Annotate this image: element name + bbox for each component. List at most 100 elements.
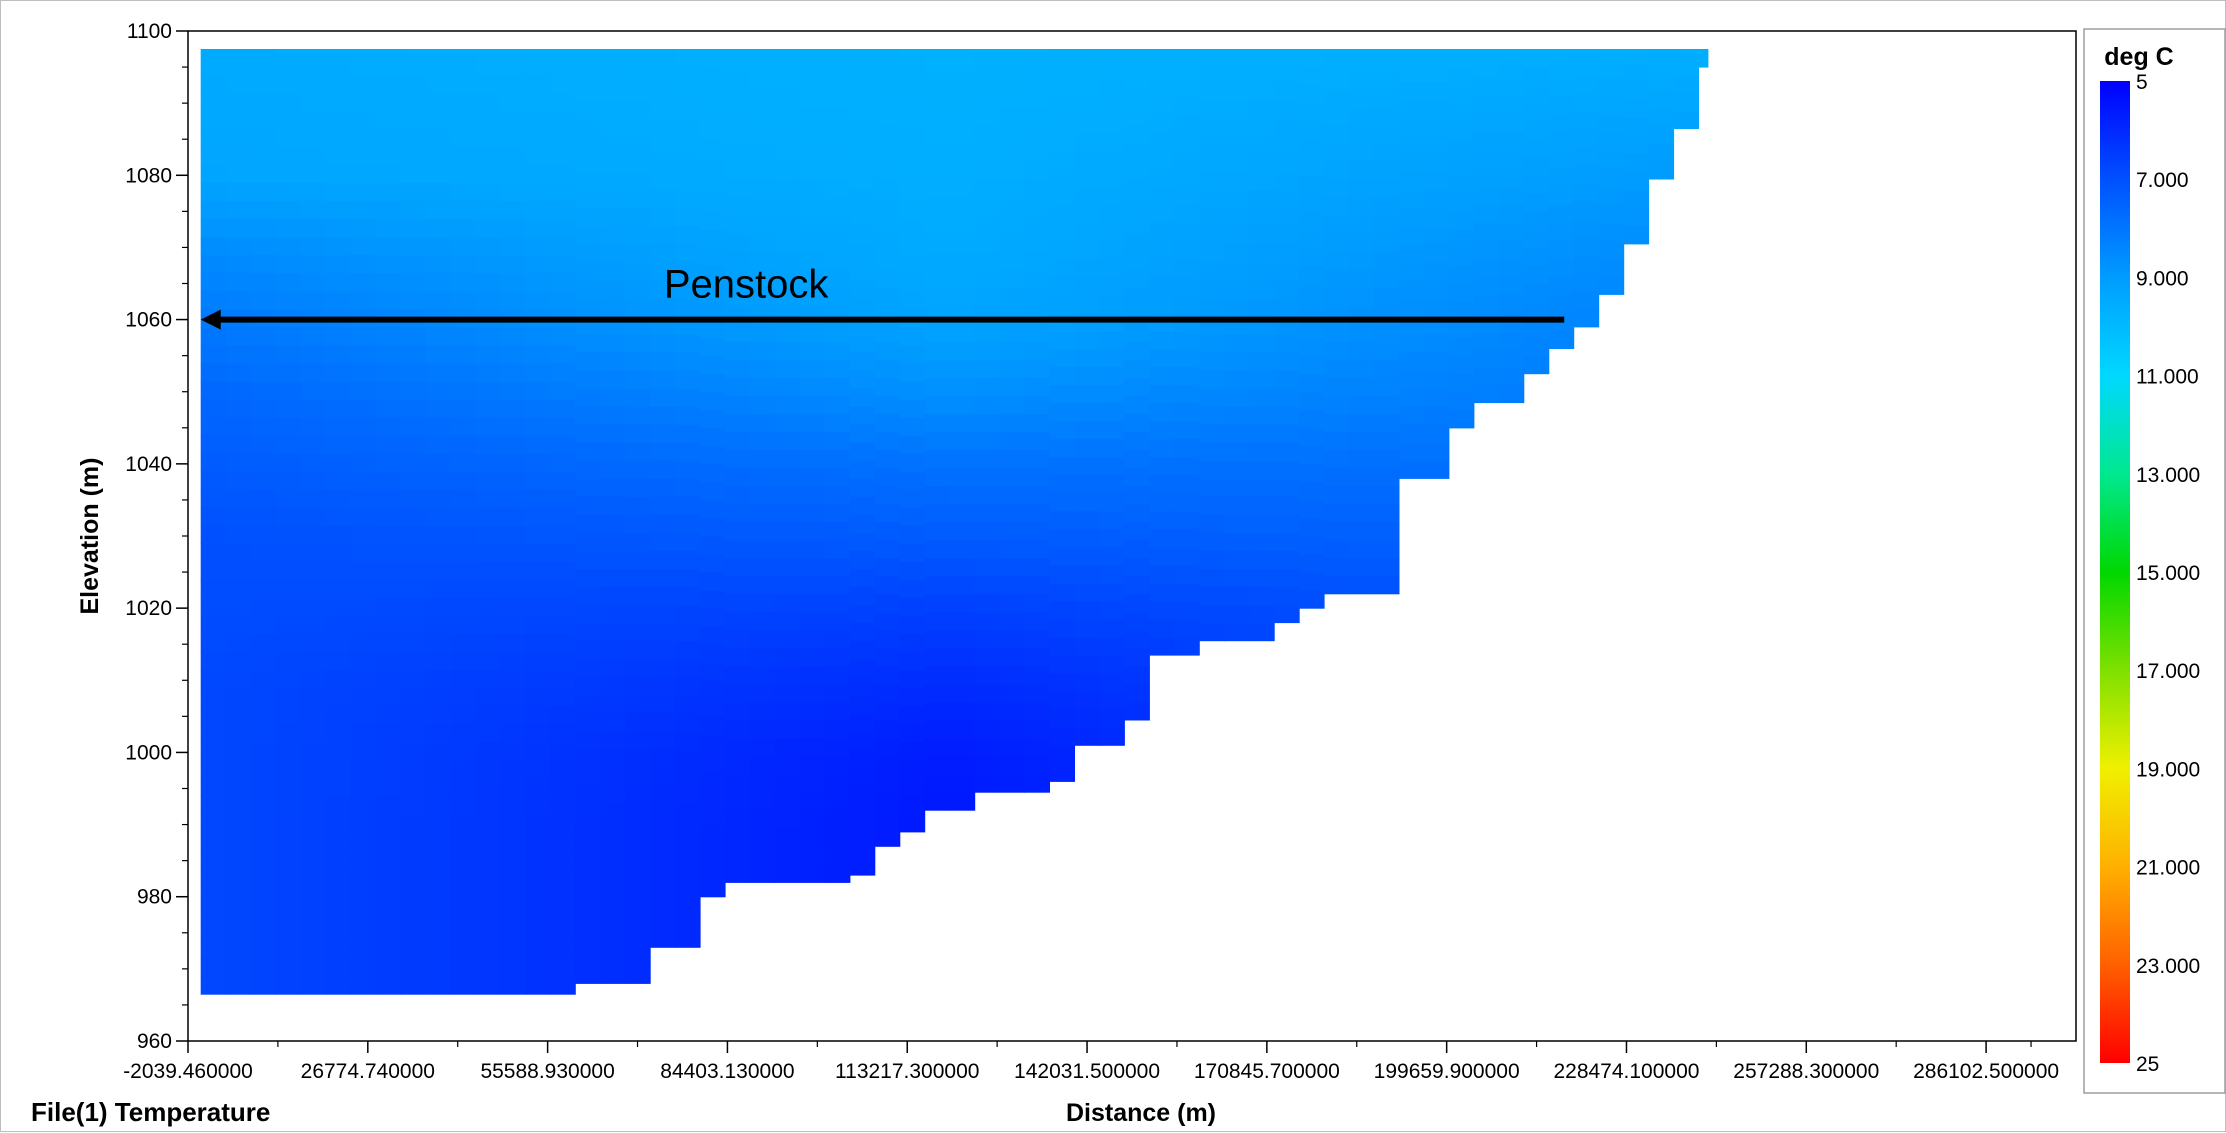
heatmap-cell [1473,150,1500,169]
heatmap-cell [225,254,252,274]
heatmap-cell [625,694,651,714]
heatmap-cell [325,200,352,220]
heatmap-cell [550,398,576,418]
heatmap-cell [375,597,402,616]
heatmap-cell [375,813,402,833]
heatmap-cell [999,196,1026,216]
heatmap-cell [250,687,277,707]
heatmap-cell [1598,186,1625,205]
heatmap-cell [700,770,726,790]
heatmap-cell [1324,70,1350,90]
heatmap-cell [550,326,576,346]
heatmap-cell [849,748,876,768]
heatmap-cell [350,903,377,923]
heatmap-cell [325,110,352,129]
heatmap-cell [450,687,476,707]
heatmap-cell [700,445,726,465]
heatmap-cell [650,929,676,948]
heatmap-cell [300,344,327,364]
heatmap-cell [375,543,402,562]
heatmap-cell [550,543,576,562]
heatmap-cell [550,56,576,75]
heatmap-cell [450,723,476,743]
heatmap-cell [1448,67,1475,86]
heatmap-cell [375,976,402,995]
heatmap-cell [225,615,252,634]
heatmap-cell [250,741,277,761]
heatmap-cell [700,49,726,68]
heatmap-cell [1199,225,1225,245]
heatmap-cell [724,196,751,216]
heatmap-cell [375,723,402,743]
heatmap-cell [1598,204,1625,223]
heatmap-cell [774,251,801,270]
heatmap-cell [475,272,501,292]
heatmap-cell [774,792,801,811]
heatmap-cell [575,171,601,191]
heatmap-cell [425,759,451,779]
heatmap-cell [325,561,352,580]
y-tick-label: 1020 [125,597,172,620]
heatmap-cell [724,467,751,487]
heatmap-cell [1049,384,1075,404]
heatmap-cell [350,723,377,743]
heatmap-cell [450,867,476,887]
heatmap-cell [999,431,1026,450]
heatmap-cell [675,442,701,461]
heatmap-cell [425,705,451,725]
heatmap-cell [1324,503,1350,523]
heatmap-cell [1049,619,1075,638]
heatmap-cell [575,207,601,227]
heatmap-cell [300,435,327,454]
heatmap-cell [225,453,252,472]
heatmap-cell [749,341,776,360]
heatmap-cell [1348,178,1375,198]
heatmap-cell [974,647,1001,667]
heatmap-cell [575,766,601,786]
heatmap-cell [949,215,976,234]
heatmap-cell [1448,157,1475,176]
y-axis-title: Elevation (m) [76,458,104,615]
heatmap-cell [1149,294,1175,313]
heatmap-cell [1049,222,1075,241]
heatmap-cell [874,233,901,252]
heatmap-cell [1049,637,1075,656]
colorbar: 57.0009.00011.00013.00015.00017.00019.00… [2083,28,2226,1094]
colorbar-tick-label: 23.000 [2136,955,2200,978]
heatmap-cell [1598,77,1625,97]
heatmap-cell [1324,449,1350,468]
heatmap-cell [1324,49,1350,54]
heatmap-cell [1398,442,1425,461]
heatmap-cell [1074,420,1100,440]
heatmap-cell [475,723,501,743]
heatmap-cell [450,74,476,93]
heatmap-cell [874,701,901,721]
heatmap-cell [450,417,476,436]
heatmap-cell [625,532,651,551]
heatmap-cell [325,597,352,616]
colorbar-tick-label: 21.000 [2136,857,2200,880]
heatmap-cell [225,633,252,652]
heatmap-cell [1373,575,1400,595]
heatmap-cell [824,503,851,523]
heatmap-cell [200,489,227,508]
y-tick-label: 960 [137,1030,172,1053]
heatmap-cell [450,272,476,292]
heatmap-cell [575,911,601,930]
heatmap-cell [1348,88,1375,108]
heatmap-cell [525,597,551,616]
heatmap-cell [500,92,526,111]
heatmap-cell [650,911,676,930]
heatmap-cell [1299,193,1325,212]
heatmap-cell [799,756,826,775]
heatmap-cell [500,254,526,274]
heatmap-cell [400,272,426,292]
heatmap-cell [650,893,676,912]
heatmap-cell [949,413,976,432]
heatmap-cell [824,323,851,342]
heatmap-cell [1049,402,1075,422]
heatmap-cell [225,759,252,779]
heatmap-cell [799,792,826,811]
heatmap-cell [1199,478,1225,497]
heatmap-cell [600,49,626,64]
